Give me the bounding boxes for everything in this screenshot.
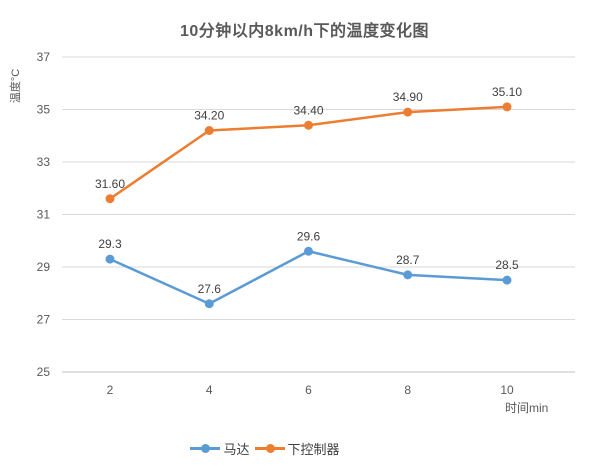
x-tick-label: 10 xyxy=(500,383,514,397)
x-tick-label: 4 xyxy=(206,383,213,397)
circle-marker-icon xyxy=(265,443,275,453)
series-line-1 xyxy=(108,105,509,200)
data-label: 34.40 xyxy=(293,103,323,117)
legend-label-motor: 马达 xyxy=(223,441,250,457)
data-point xyxy=(502,102,512,112)
y-tick-label: 35 xyxy=(37,103,51,117)
x-tick-label: 6 xyxy=(305,383,312,397)
y-tick-label: 29 xyxy=(37,260,51,274)
y-tick-label: 25 xyxy=(37,365,51,379)
circle-marker-icon xyxy=(201,443,211,453)
x-axis-title: 时间min xyxy=(505,401,549,415)
data-point xyxy=(304,246,313,256)
data-point xyxy=(204,126,214,135)
data-point xyxy=(204,299,214,309)
data-point xyxy=(105,254,115,264)
data-label: 29.3 xyxy=(98,237,122,251)
data-point xyxy=(304,120,313,130)
data-label: 27.6 xyxy=(198,282,222,296)
data-label: 31.60 xyxy=(95,177,125,191)
data-label: 34.90 xyxy=(393,90,423,104)
x-tick-label: 2 xyxy=(107,383,114,397)
chart-legend: 马达 下控制器 xyxy=(0,438,530,458)
chart-title: 10分钟以内8km/h下的温度变化图 xyxy=(179,23,430,40)
data-point xyxy=(403,107,413,117)
legend-marker-controller xyxy=(254,443,285,453)
y-tick-label: 31 xyxy=(37,208,51,222)
data-point xyxy=(105,194,115,204)
data-label: 28.5 xyxy=(495,258,519,272)
data-point xyxy=(502,275,512,285)
y-tick-label: 27 xyxy=(37,313,51,327)
data-label: 35.10 xyxy=(492,85,522,99)
data-label: 28.7 xyxy=(396,253,420,267)
series-line-0 xyxy=(108,250,509,305)
legend-label-controller: 下控制器 xyxy=(287,441,340,457)
y-tick-label: 33 xyxy=(37,155,51,169)
data-point xyxy=(403,270,413,280)
data-label: 29.6 xyxy=(297,229,321,243)
y-tick-label: 37 xyxy=(37,50,51,64)
data-label: 34.20 xyxy=(194,109,224,123)
legend-item-controller: 下控制器 xyxy=(254,439,340,458)
x-tick-label: 8 xyxy=(404,383,411,397)
legend-item-motor: 马达 xyxy=(190,439,250,458)
legend-marker-motor xyxy=(190,443,221,453)
